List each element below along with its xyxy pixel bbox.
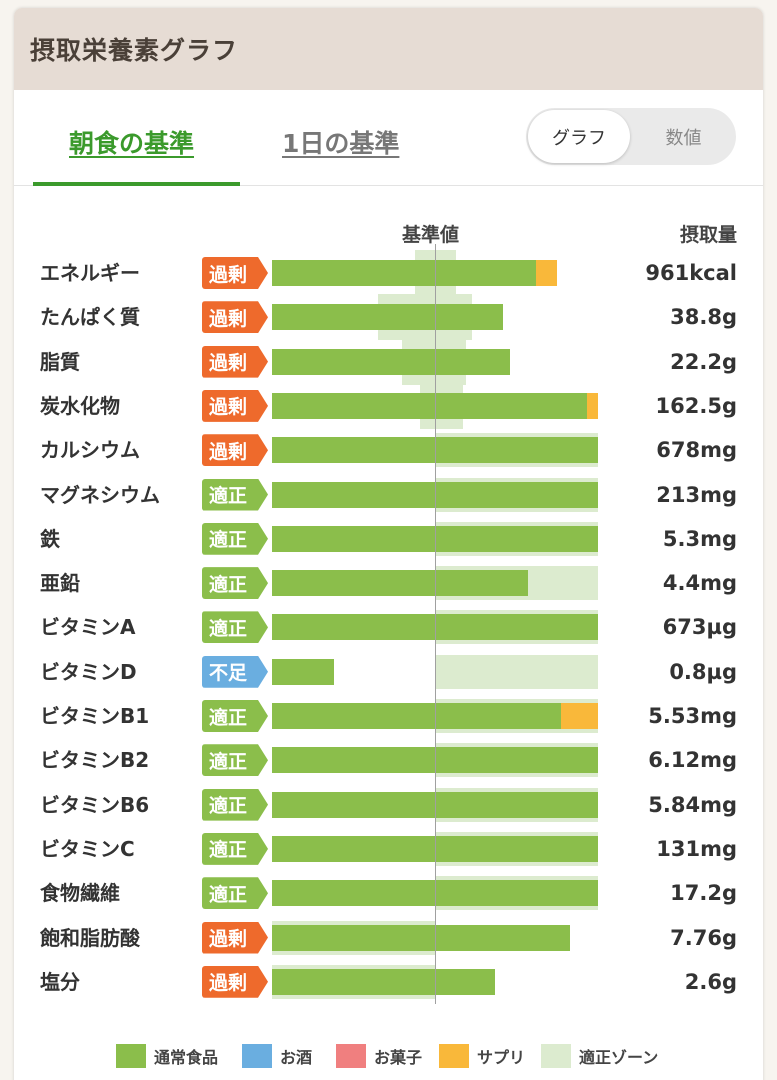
status-badge: 適正	[202, 522, 268, 555]
legend-swatch	[242, 1044, 272, 1068]
nutrient-label: ビタミンB6	[40, 792, 150, 817]
intake-bar-supplement	[586, 392, 598, 419]
intake-amount: 213mg	[656, 482, 737, 507]
intake-bar-supplement	[536, 260, 558, 286]
status-badge: 適正	[202, 567, 268, 600]
nutrient-label: たんぱく質	[40, 305, 140, 330]
nutrient-label: カルシウム	[40, 438, 140, 463]
status-badge: 適正	[202, 832, 268, 865]
nutrient-label: 飽和脂肪酸	[40, 925, 140, 950]
card-header: 摂取栄養素グラフ	[14, 8, 763, 90]
legend-swatch	[541, 1044, 571, 1068]
intake-amount: 162.5g	[655, 393, 737, 418]
tab-breakfast-standard[interactable]: 朝食の基準	[69, 129, 195, 158]
status-badge: 不足	[202, 655, 268, 688]
intake-amount: 131mg	[656, 836, 737, 861]
status-badge: 適正	[202, 611, 268, 644]
status-badge: 過剰	[202, 257, 268, 289]
intake-amount: 5.3mg	[662, 526, 737, 551]
intake-amount: 673µg	[662, 615, 737, 640]
legend-item: 通常食品	[116, 1043, 218, 1069]
status-badge: 過剰	[202, 921, 268, 954]
chart-legend: 通常食品 お酒 お菓子 サプリ 適正ゾーン	[0, 1043, 777, 1069]
intake-amount: 961kcal	[645, 261, 737, 285]
legend-item: サプリ	[439, 1043, 525, 1069]
nutrient-label: ビタミンA	[40, 615, 136, 640]
intake-bar-normal-food	[272, 304, 504, 331]
nutrient-label: 鉄	[40, 526, 60, 551]
nutrient-label: ビタミンD	[40, 659, 137, 684]
status-badge: 適正	[202, 478, 268, 511]
legend-label: 適正ゾーン	[579, 1048, 659, 1067]
intake-amount: 22.2g	[670, 349, 737, 374]
intake-amount: 678mg	[656, 438, 737, 463]
status-badge: 過剰	[202, 301, 268, 334]
intake-bar-normal-food	[272, 392, 587, 419]
nutrient-label: ビタミンB1	[40, 704, 150, 728]
nutrient-label: ビタミンB2	[40, 748, 150, 773]
intake-bar-normal-food	[272, 703, 561, 729]
intake-amount: 7.76g	[670, 925, 737, 950]
nutrient-label: マグネシウム	[40, 482, 160, 507]
tab-daily-standard[interactable]: 1日の基準	[282, 129, 400, 158]
legend-label: 通常食品	[154, 1048, 219, 1067]
tabs-row: 朝食の基準 1日の基準 数値 グラフ	[14, 90, 763, 186]
proper-zone-band	[435, 654, 598, 689]
standard-value-line	[435, 244, 436, 1004]
nutrient-label: 脂質	[40, 349, 80, 374]
nutrient-label: 塩分	[40, 969, 80, 994]
intake-bar-normal-food	[272, 924, 571, 951]
intake-amount: 0.8µg	[669, 659, 737, 684]
status-badge: 過剰	[202, 965, 268, 998]
nutrient-label: 炭水化物	[40, 393, 120, 418]
status-badge: 適正	[202, 788, 268, 821]
legend-swatch	[336, 1044, 366, 1068]
intake-bar-normal-food	[272, 348, 510, 375]
intake-amount: 2.6g	[684, 969, 737, 994]
intake-bar-normal-food	[272, 658, 334, 685]
card-title: 摂取栄養素グラフ	[30, 36, 239, 65]
intake-amount: 5.53mg	[648, 704, 737, 728]
intake-amount: 38.8g	[670, 305, 737, 330]
legend-label: お酒	[280, 1048, 313, 1067]
view-toggle: 数値 グラフ	[526, 108, 736, 165]
nutrient-label: エネルギー	[40, 261, 140, 285]
status-badge: 適正	[202, 744, 268, 777]
intake-bar-normal-food	[272, 570, 528, 597]
intake-column-header: 摂取量	[679, 224, 737, 246]
status-badge: 過剰	[202, 389, 268, 422]
legend-swatch	[439, 1044, 469, 1068]
toggle-graph-option[interactable]: グラフ	[528, 110, 630, 163]
standard-column-header: 基準値	[402, 224, 460, 246]
toggle-number-option[interactable]: 数値	[665, 127, 702, 149]
nutrient-label: ビタミンC	[40, 836, 135, 861]
status-badge: 適正	[202, 877, 268, 910]
legend-item: お菓子	[336, 1043, 422, 1069]
nutrient-label: 亜鉛	[40, 571, 80, 596]
status-badge: 適正	[202, 700, 268, 732]
intake-amount: 6.12mg	[648, 748, 737, 773]
intake-amount: 5.84mg	[648, 792, 737, 817]
status-badge: 過剰	[202, 434, 268, 467]
intake-bar-normal-food	[272, 260, 537, 286]
legend-item: お酒	[242, 1043, 312, 1069]
intake-bar-normal-food	[272, 968, 496, 995]
legend-swatch	[116, 1044, 146, 1068]
intake-bar-supplement	[560, 703, 598, 729]
intake-amount: 17.2g	[670, 881, 737, 906]
legend-label: サプリ	[477, 1048, 526, 1067]
status-badge: 過剰	[202, 345, 268, 378]
legend-label: お菓子	[374, 1048, 423, 1067]
active-tab-indicator	[33, 182, 240, 186]
legend-item: 適正ゾーン	[541, 1043, 658, 1069]
nutrient-label: 食物繊維	[40, 881, 120, 906]
intake-amount: 4.4mg	[662, 571, 737, 596]
